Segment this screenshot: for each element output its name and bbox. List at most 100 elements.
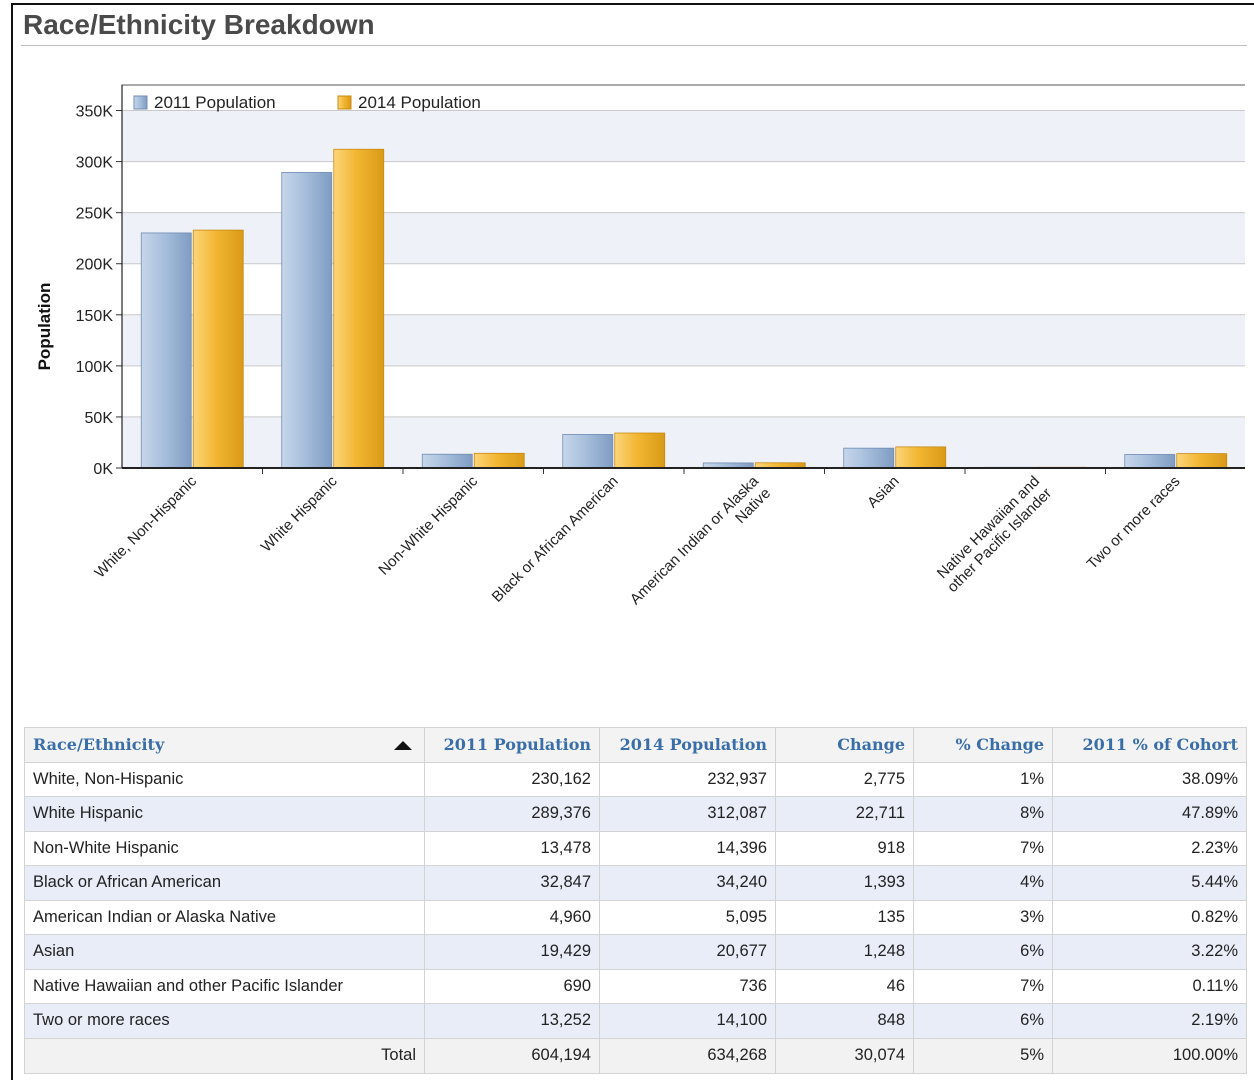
bar-2011 [562,434,614,469]
population-2014-cell: 14,100 [599,1003,776,1039]
cohort-percent-cell: 0.11% [1052,968,1247,1004]
table-row: Two or more races 13,252 14,100 848 6% 2… [24,1003,1247,1039]
table-row: Non-White Hispanic 13,478 14,396 918 7% … [24,830,1247,866]
report-frame [11,3,1254,1080]
bar-2011 [281,172,333,469]
bar-2014 [473,452,525,469]
bar-2014 [895,446,947,469]
page-title: Race/Ethnicity Breakdown [23,9,375,40]
population-2014-cell: 736 [599,968,776,1004]
change-cell: 135 [775,899,914,935]
cohort-percent-cell: 3.22% [1052,934,1247,970]
population-2014-cell: 34,240 [599,865,776,901]
cohort-percent-cell: 0.82% [1052,899,1247,935]
total-change-cell: 30,074 [775,1037,914,1074]
y-tick-label: 0K [93,461,113,478]
total-cohort-percent-cell: 100.00% [1052,1037,1247,1074]
change-cell: 1,248 [775,934,914,970]
bar-2014 [333,148,385,469]
race-cell: Two or more races [24,1003,425,1039]
bar-2014 [614,432,666,469]
x-tick-label-line: Native Hawaiian and [934,473,1043,582]
cohort-percent-cell: 2.19% [1052,1003,1247,1039]
bar-2014 [1176,453,1228,469]
table-row: Asian 19,429 20,677 1,248 6% 3.22% [24,934,1247,970]
column-header-race-ethnicity[interactable]: Race/Ethnicity [24,727,425,763]
cohort-percent-cell: 47.89% [1052,796,1247,832]
sort-ascending-icon[interactable] [394,741,412,750]
x-tick-label-line: White Hispanic [258,472,341,555]
y-tick-label: 300K [76,155,114,172]
change-cell: 1,393 [775,865,914,901]
x-tick-label: Two or more races [1084,473,1184,573]
column-header-2011-percent-of-cohort[interactable]: 2011 % of Cohort [1052,727,1247,763]
population-2011-cell: 13,252 [424,1003,600,1039]
percent-change-cell: 3% [913,899,1053,935]
y-tick-label: 50K [85,410,114,427]
table-row: White, Non-Hispanic 230,162 232,937 2,77… [24,761,1247,797]
population-2011-cell: 4,960 [424,899,600,935]
y-tick-label: 350K [76,104,114,121]
x-tick-label: Black or African American [489,473,622,606]
population-2011-cell: 690 [424,968,600,1004]
race-cell: Non-White Hispanic [24,830,425,866]
legend-label-2014: 2014 Population [358,93,481,112]
population-2011-cell: 230,162 [424,761,600,797]
population-2014-cell: 20,677 [599,934,776,970]
population-2014-cell: 14,396 [599,830,776,866]
percent-change-cell: 6% [913,1003,1053,1039]
x-tick-label: Native Hawaiian andother Pacific Islande… [932,473,1055,596]
column-header-change[interactable]: Change [775,727,914,763]
race-ethnicity-table: Race/Ethnicity 2011 Population 2014 Popu… [24,727,1247,1074]
bar-2011 [421,453,473,469]
column-header-2011-population[interactable]: 2011 Population [424,727,600,763]
race-cell: Black or African American [24,865,425,901]
population-bar-chart: 0K 50K 100K 150K 200K 250K 300K 350K Population W… [35,84,1245,620]
race-cell: Native Hawaiian and other Pacific Island… [24,968,425,1004]
legend-label-2011: 2011 Population [154,93,276,112]
y-tick-label: 150K [76,308,114,325]
bar-2011 [843,447,895,469]
column-header-percent-change[interactable]: % Change [913,727,1053,763]
change-cell: 848 [775,1003,914,1039]
x-tick-label-line: Asian [864,473,903,512]
total-2011-cell: 604,194 [424,1037,600,1074]
title-divider [21,45,1247,46]
population-2011-cell: 289,376 [424,796,600,832]
table-header-row: Race/Ethnicity 2011 Population 2014 Popu… [24,727,1247,763]
table-row: White Hispanic 289,376 312,087 22,711 8%… [24,796,1247,832]
table-total-row: Total 604,194 634,268 30,074 5% 100.00% [24,1037,1247,1074]
y-tick-label: 200K [76,257,114,274]
population-2011-cell: 19,429 [424,934,600,970]
race-cell: American Indian or Alaska Native [24,899,425,935]
x-tick-label-line: American Indian or Alaska [627,472,763,608]
x-tick-label-line: Black or African American [489,473,622,606]
column-header-label: Race/Ethnicity [33,735,165,755]
total-2014-cell: 634,268 [599,1037,776,1074]
cohort-percent-cell: 2.23% [1052,830,1247,866]
plot-band [122,110,1245,162]
table-row: Black or African American 32,847 34,240 … [24,865,1247,901]
change-cell: 46 [775,968,914,1004]
x-tick-label: Non-White Hispanic [375,472,481,578]
x-tick-label-line: Non-White Hispanic [375,472,481,578]
total-label-cell: Total [24,1037,425,1074]
population-2011-cell: 32,847 [424,865,600,901]
y-tick-label: 250K [76,206,114,223]
x-tick-label-line: other Pacific Islander [944,485,1055,596]
x-tick-label: White Hispanic [258,472,341,555]
change-cell: 22,711 [775,796,914,832]
percent-change-cell: 4% [913,865,1053,901]
x-tick-label: American Indian or AlaskaNative [627,472,775,620]
percent-change-cell: 1% [913,761,1053,797]
legend-swatch-2011 [133,95,148,110]
bar-2014 [192,229,244,469]
cohort-percent-cell: 5.44% [1052,865,1247,901]
population-2014-cell: 312,087 [599,796,776,832]
y-axis-title: Population [35,283,54,371]
change-cell: 918 [775,830,914,866]
race-cell: Asian [24,934,425,970]
y-tick-label: 100K [76,359,114,376]
x-tick-label: Asian [864,473,903,512]
column-header-2014-population[interactable]: 2014 Population [599,727,776,763]
